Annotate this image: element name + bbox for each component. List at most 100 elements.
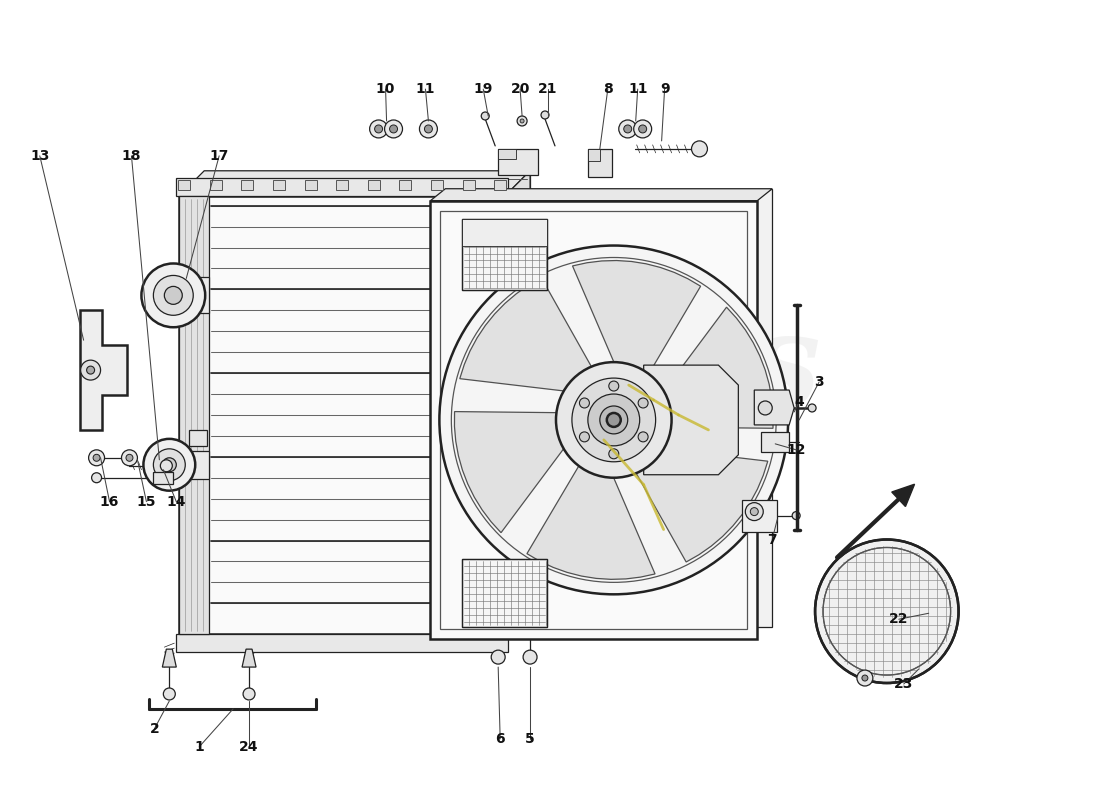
Circle shape xyxy=(815,539,958,683)
Text: 21: 21 xyxy=(538,82,558,96)
Circle shape xyxy=(121,450,138,466)
Text: 15: 15 xyxy=(136,494,156,509)
Circle shape xyxy=(638,432,648,442)
Bar xyxy=(153,472,174,484)
Polygon shape xyxy=(205,170,530,610)
Polygon shape xyxy=(163,649,176,667)
Bar xyxy=(242,180,253,190)
Circle shape xyxy=(750,508,758,515)
Circle shape xyxy=(163,458,176,472)
Circle shape xyxy=(425,125,432,133)
Circle shape xyxy=(161,460,173,472)
Bar xyxy=(462,559,547,627)
Circle shape xyxy=(556,362,672,478)
Circle shape xyxy=(572,378,656,462)
Text: 5: 5 xyxy=(525,732,535,746)
Text: 9: 9 xyxy=(660,82,670,96)
Circle shape xyxy=(638,398,648,408)
Circle shape xyxy=(600,406,628,434)
Bar xyxy=(189,430,207,446)
Text: since 1985: since 1985 xyxy=(498,528,701,561)
Text: 7: 7 xyxy=(768,533,777,546)
Circle shape xyxy=(619,120,637,138)
Bar xyxy=(462,218,547,290)
Circle shape xyxy=(163,688,175,700)
Text: 6: 6 xyxy=(495,732,505,746)
Circle shape xyxy=(580,398,590,408)
Circle shape xyxy=(439,246,789,594)
Circle shape xyxy=(370,120,387,138)
Circle shape xyxy=(481,112,490,120)
Polygon shape xyxy=(755,390,794,425)
Circle shape xyxy=(419,120,438,138)
Circle shape xyxy=(143,439,195,490)
Polygon shape xyxy=(430,189,772,201)
Bar xyxy=(462,218,547,290)
Circle shape xyxy=(389,125,397,133)
Bar xyxy=(462,559,547,627)
Bar xyxy=(337,180,349,190)
Text: 19: 19 xyxy=(473,82,493,96)
Polygon shape xyxy=(179,170,530,196)
Circle shape xyxy=(746,502,763,521)
Text: 3: 3 xyxy=(814,375,824,389)
Bar xyxy=(440,210,747,630)
Polygon shape xyxy=(462,218,547,246)
Text: 14: 14 xyxy=(166,494,186,509)
Circle shape xyxy=(758,401,772,415)
Text: a passion for: a passion for xyxy=(450,488,610,512)
Text: 20: 20 xyxy=(510,82,530,96)
Circle shape xyxy=(520,119,524,123)
Bar xyxy=(210,180,222,190)
Circle shape xyxy=(607,413,620,427)
Bar xyxy=(273,180,285,190)
Bar xyxy=(179,196,505,634)
Circle shape xyxy=(142,263,206,327)
Circle shape xyxy=(541,111,549,119)
Circle shape xyxy=(608,381,619,391)
Circle shape xyxy=(857,670,873,686)
Text: 10: 10 xyxy=(376,82,395,96)
Text: 24: 24 xyxy=(240,740,258,754)
Circle shape xyxy=(862,675,868,681)
Polygon shape xyxy=(179,196,209,634)
Text: 23: 23 xyxy=(894,677,913,691)
Circle shape xyxy=(91,473,101,482)
Polygon shape xyxy=(242,649,256,667)
Bar xyxy=(587,149,600,161)
Bar xyxy=(761,432,789,452)
Bar xyxy=(463,180,474,190)
Circle shape xyxy=(192,251,196,255)
Circle shape xyxy=(385,120,403,138)
Bar xyxy=(178,180,190,190)
Bar xyxy=(494,180,506,190)
Polygon shape xyxy=(634,448,768,562)
Polygon shape xyxy=(446,189,772,627)
Polygon shape xyxy=(660,307,773,428)
Circle shape xyxy=(375,125,383,133)
Text: 12: 12 xyxy=(786,443,806,457)
Bar xyxy=(742,500,778,531)
Bar xyxy=(176,634,508,652)
Circle shape xyxy=(164,286,183,304)
Circle shape xyxy=(639,125,647,133)
Circle shape xyxy=(517,116,527,126)
Circle shape xyxy=(94,454,100,462)
Bar xyxy=(587,149,612,177)
Circle shape xyxy=(692,141,707,157)
Circle shape xyxy=(189,249,199,258)
Circle shape xyxy=(87,366,95,374)
Polygon shape xyxy=(460,278,594,392)
Text: eurs: eurs xyxy=(497,306,822,434)
Circle shape xyxy=(153,449,185,481)
Polygon shape xyxy=(572,261,701,379)
Polygon shape xyxy=(527,461,654,579)
Circle shape xyxy=(80,360,100,380)
Text: 13: 13 xyxy=(30,149,50,163)
Polygon shape xyxy=(644,365,738,474)
Bar xyxy=(431,180,443,190)
Text: 1: 1 xyxy=(195,740,205,754)
Circle shape xyxy=(153,275,194,315)
Text: 2: 2 xyxy=(150,722,160,736)
Circle shape xyxy=(792,512,800,519)
